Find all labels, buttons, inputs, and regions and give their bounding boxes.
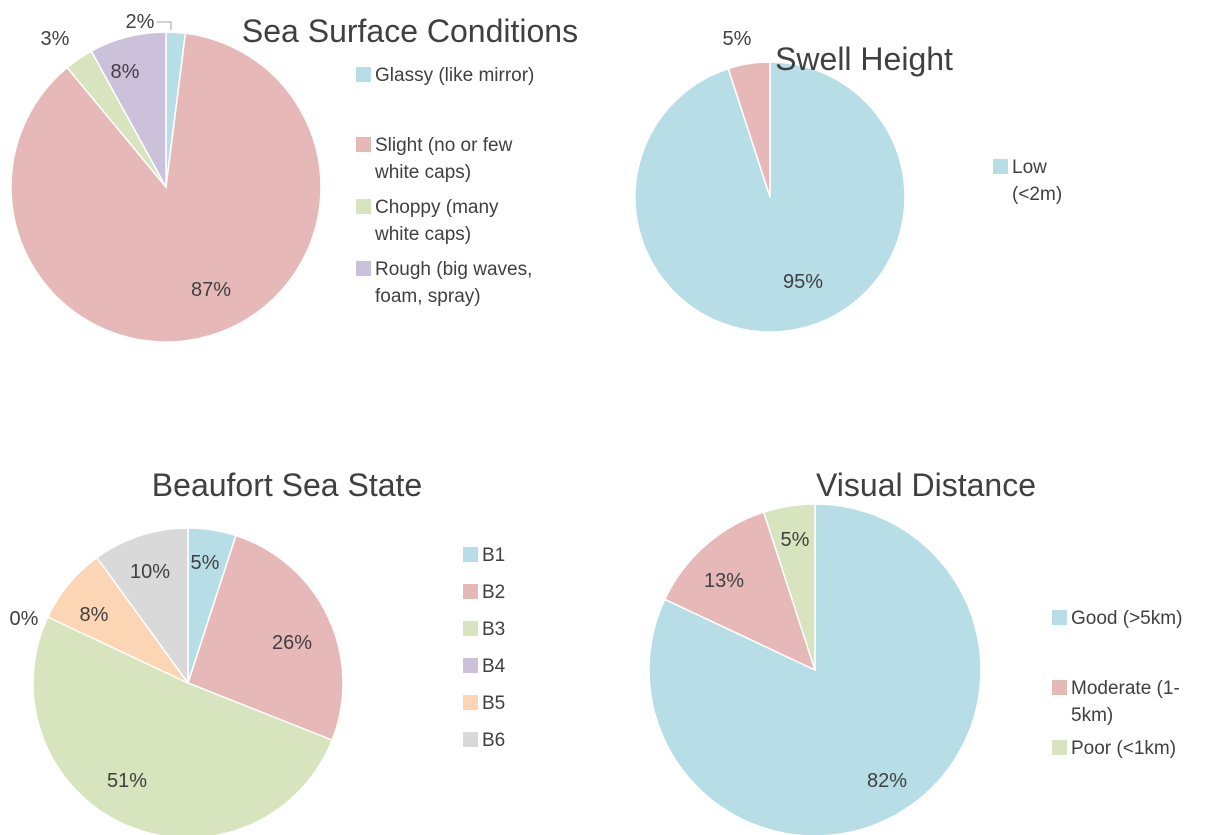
data-label: 82% [867,770,907,792]
legend-swatch [356,137,371,152]
legend-label: Rough (big waves, [375,259,532,280]
legend-label: foam, spray) [375,286,481,307]
legend-item-choppy-many-white-caps: Choppy (many white caps) [356,197,499,245]
chart-title: Visual Distance [816,467,1036,503]
legend-item-glassy-like-mirror: Glassy (like mirror) [356,65,534,86]
pie-slice-poor-1km [762,503,816,671]
leader-line [157,21,172,30]
data-label: 2% [126,11,155,33]
legend-label: Poor (<1km) [1071,738,1176,759]
pie-slice-good-5km [648,503,982,835]
legend-item-b1: B1 [463,545,505,566]
legend-swatch [1052,610,1067,625]
legend-label: (<2m) [1012,184,1062,205]
legend-swatch [356,261,371,276]
legend-item-b2: B2 [463,582,505,603]
legend-swatch [356,199,371,214]
legend-swatch [463,584,478,599]
legend-item-moderate-1-5km: Moderate (1- 5km) [1052,678,1180,726]
legend-swatch [463,695,478,710]
legend-item-slight-no-or-few-white-caps: Slight (no or few white caps) [356,135,513,183]
legend-swatch [463,547,478,562]
legend-label: Moderate (1- [1071,678,1180,699]
legend-label: Choppy (many [375,197,499,218]
legend-label: B4 [482,656,506,677]
legend-label: B5 [482,693,505,714]
legend-item-b6: B6 [463,730,505,751]
pie-slice-b2 [187,534,344,742]
chart-title: Beaufort Sea State [152,467,422,503]
legend-label: Glassy (like mirror) [375,65,534,86]
legend-item-poor-1km: Poor (<1km) [1052,738,1176,759]
swell-height-chart: Swell Height 95% 5% Low (<2m) [634,28,1062,333]
data-label: 8% [80,604,109,626]
legend-label: white caps) [374,224,471,245]
legend-label: Low [1012,157,1047,178]
beaufort-sea-state-chart: Beaufort Sea State 5% 26% 51% 0% 8% 10% B1 B2 B3 B… [10,467,506,835]
legend-swatch [463,658,478,673]
data-label: 3% [41,28,70,50]
visual-distance-chart: Visual Distance 82% 13% 5% Good (>5km) Modera… [648,467,1182,835]
legend-label: B6 [482,730,505,751]
legend-swatch [993,159,1008,174]
legend-label: B2 [482,582,505,603]
data-label: 5% [723,28,752,50]
legend-item-low-2m: Low (<2m) [993,157,1062,205]
legend-label: B3 [482,619,505,640]
legend-item-good-5km: Good (>5km) [1052,608,1182,629]
legend-label: white caps) [374,162,471,183]
legend-swatch [463,732,478,747]
legend-swatch [463,621,478,636]
data-label: 5% [781,529,810,551]
legend-label: Slight (no or few [375,135,513,156]
data-label: 87% [191,279,231,301]
pie-slice-slight-no-or-few-white-caps [10,32,322,343]
pie-slice-slice-1 [727,61,771,198]
pie-slice-b3 [32,616,334,835]
data-label: 26% [272,632,312,654]
legend-label: Good (>5km) [1071,608,1182,629]
pie-slice-moderate-1-5km [663,511,817,672]
sea-surface-conditions-chart: Sea Surface Conditions 2% 87% 3% 8% Glassy (l… [10,11,578,343]
data-label: 13% [704,570,744,592]
data-label: 8% [111,61,140,83]
legend-item-b5: B5 [463,693,505,714]
legend-swatch [1052,740,1067,755]
pie-slice-rough-big-waves-foam-spray [90,31,167,188]
legend-swatch [1052,680,1067,695]
data-label: 0% [10,608,39,630]
pie-slice-b6 [95,527,189,686]
legend-swatch [356,67,371,82]
data-label: 95% [783,271,823,293]
legend-item-b3: B3 [463,619,505,640]
legend-label: 5km) [1071,705,1113,726]
legend-label: B1 [482,545,505,566]
chart-title: Sea Surface Conditions [242,13,578,49]
legend-item-rough-big-waves-foam-spray: Rough (big waves, foam, spray) [356,259,532,307]
data-label: 10% [130,561,170,583]
chart-title: Swell Height [775,41,953,77]
legend-item-b4: B4 [463,656,506,677]
data-label: 5% [191,552,220,574]
data-label: 51% [107,770,147,792]
